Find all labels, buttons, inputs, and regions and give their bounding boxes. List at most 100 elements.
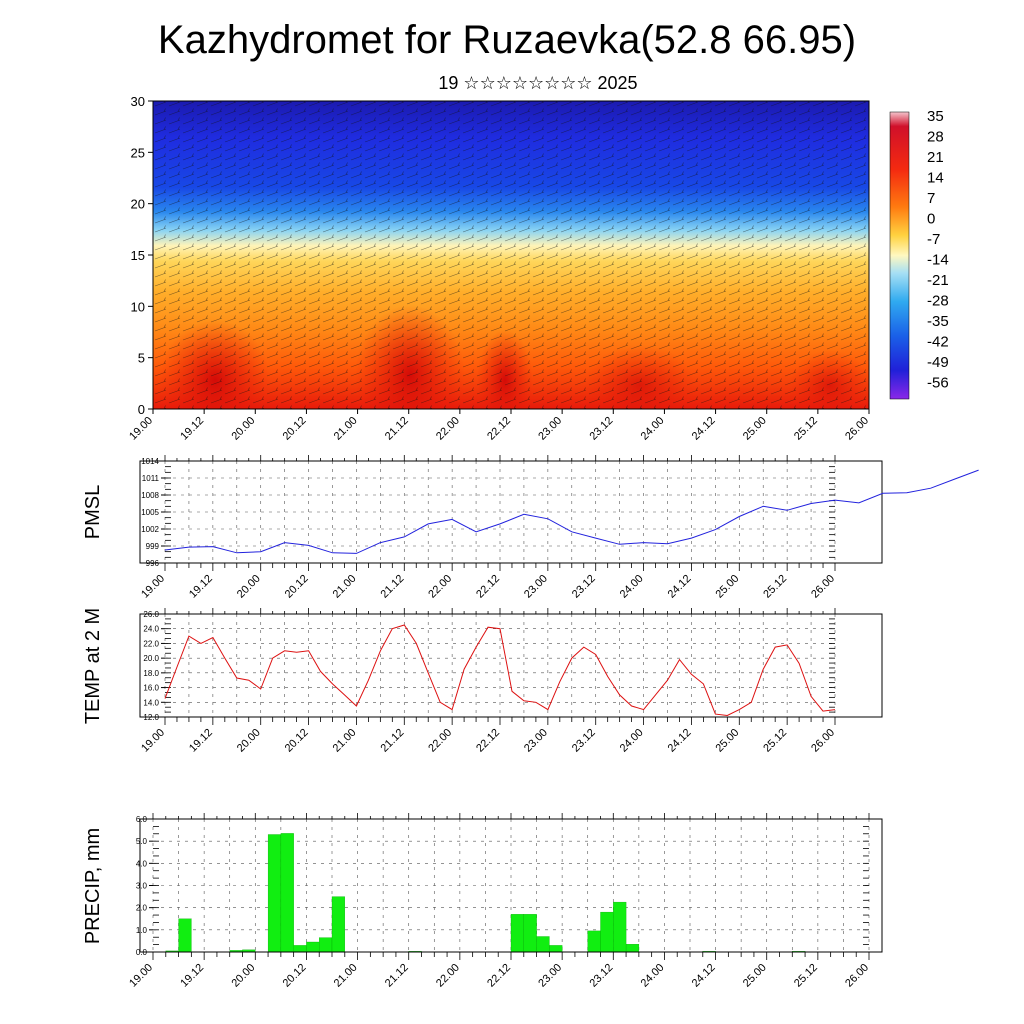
y-tick-label: 20.0 xyxy=(143,654,159,663)
x-tick-label: 22.00 xyxy=(434,415,462,443)
x-tick-label: 22.00 xyxy=(426,573,454,601)
x-tick-label: 21.12 xyxy=(378,573,406,601)
x-tick-label: 20.00 xyxy=(229,962,257,990)
temp-frame xyxy=(139,613,883,718)
temperature-section: 0 5 10 15 20 25 30 19.00 19.12 20.00 20.12 21.00 21… xyxy=(127,94,871,443)
x-tick-label: 20.00 xyxy=(235,727,263,755)
y-tick-label: 18.0 xyxy=(143,669,159,678)
x-tick-label: 24.12 xyxy=(690,962,718,990)
x-tick-label: 23.00 xyxy=(536,415,564,443)
x-tick-label: 22.00 xyxy=(426,727,454,755)
x-tick-label: 22.12 xyxy=(485,962,513,990)
temp-ylabel: TEMP at 2 M xyxy=(82,608,104,724)
y-tick-label: 5 xyxy=(138,351,145,366)
precip-bar xyxy=(293,945,307,953)
colorbar: 35 28 21 14 7 0 -7 -14 -21 -28 -35 -42 -49 -56 xyxy=(889,108,949,400)
y-tick-label: 1014 xyxy=(141,457,159,466)
precip-axes: 0.0 1.0 2.0 3.0 4.0 5.0 6.0 19.00 19.12 20.00 20.1… xyxy=(127,813,871,990)
x-tick-label: 19.00 xyxy=(139,727,167,755)
x-tick-label: 26.00 xyxy=(809,573,837,601)
pmsl-ylabel: PMSL xyxy=(82,485,104,539)
y-tick-label: 3.0 xyxy=(136,882,148,891)
colorbar-label: -21 xyxy=(927,272,949,289)
y-tick-label: 1002 xyxy=(141,525,159,534)
pmsl-frame xyxy=(139,460,883,564)
date-subtitle: 19 ☆☆☆☆☆☆☆☆ 2025 xyxy=(438,73,638,93)
x-tick-label: 20.12 xyxy=(283,727,311,755)
x-tick-label: 23.00 xyxy=(522,573,550,601)
x-tick-label: 24.00 xyxy=(639,962,667,990)
colorbar-label: -42 xyxy=(927,334,949,351)
precip-bar xyxy=(549,945,563,953)
colorbar-label: -7 xyxy=(927,231,940,248)
x-tick-label: 23.12 xyxy=(570,573,598,601)
y-tick-label: 16.0 xyxy=(143,684,159,693)
colorbar-label: 35 xyxy=(927,108,944,125)
y-tick-label: 20 xyxy=(131,197,145,212)
temp-panel: 12.0 14.0 16.0 18.0 20.0 22.0 24.0 26.0 19.00 19.… xyxy=(82,608,883,755)
x-tick-label: 23.12 xyxy=(570,727,598,755)
y-tick-label: 0.0 xyxy=(136,948,148,957)
precip-bar xyxy=(625,944,640,953)
x-tick-label: 26.00 xyxy=(843,962,871,990)
precip-bar xyxy=(280,833,294,953)
y-tick-label: 1005 xyxy=(141,508,159,517)
precip-bar xyxy=(319,937,333,953)
y-tick-label: 6.0 xyxy=(136,815,148,824)
y-tick-label: 0 xyxy=(138,402,145,417)
colorbar-label: -56 xyxy=(927,375,949,392)
x-tick-label: 22.12 xyxy=(474,573,502,601)
precip-bars xyxy=(165,833,806,953)
x-tick-label: 20.12 xyxy=(281,415,309,443)
x-tick-label: 25.00 xyxy=(741,962,769,990)
x-tick-label: 25.00 xyxy=(713,727,741,755)
x-tick-label: 19.00 xyxy=(139,573,167,601)
x-tick-label: 24.00 xyxy=(618,727,646,755)
y-tick-label: 996 xyxy=(146,559,160,568)
x-tick-label: 21.00 xyxy=(331,573,359,601)
x-tick-label: 19.12 xyxy=(187,573,215,601)
y-tick-label: 999 xyxy=(146,542,160,551)
x-tick-label: 19.12 xyxy=(178,415,206,443)
precip-bar xyxy=(600,911,614,953)
colorbar-label: 21 xyxy=(927,149,944,166)
section-y-axis: 0 5 10 15 20 25 30 xyxy=(131,94,153,417)
x-tick-label: 26.00 xyxy=(809,727,837,755)
x-tick-label: 22.12 xyxy=(485,415,513,443)
y-tick-label: 14.0 xyxy=(143,698,159,707)
pmsl-panel: 996 999 1002 1005 1008 1011 1014 19.00 19.12 20.0… xyxy=(82,455,979,601)
temp-line xyxy=(164,624,836,717)
x-tick-label: 24.12 xyxy=(666,727,694,755)
temp-axes: 12.0 14.0 16.0 18.0 20.0 22.0 24.0 26.0 19.00 19.… xyxy=(139,608,837,755)
y-tick-label: 24.0 xyxy=(143,625,159,634)
x-tick-label: 25.12 xyxy=(761,727,789,755)
y-tick-label: 22.0 xyxy=(143,639,159,648)
x-tick-label: 19.12 xyxy=(187,727,215,755)
page-title: Kazhydromet for Ruzaevka(52.8 66.95) xyxy=(157,18,857,62)
y-tick-label: 5.0 xyxy=(136,837,148,846)
colorbar-labels: 35 28 21 14 7 0 -7 -14 -21 -28 -35 -42 -49 -56 xyxy=(927,108,949,392)
precip-bar xyxy=(306,941,320,953)
y-tick-label: 26.0 xyxy=(143,610,159,619)
colorbar-label: 7 xyxy=(927,190,935,207)
x-tick-label: 21.00 xyxy=(332,962,360,990)
x-tick-label: 25.00 xyxy=(741,415,769,443)
x-tick-label: 22.00 xyxy=(434,962,462,990)
x-tick-label: 21.12 xyxy=(383,415,411,443)
colorbar-label: -35 xyxy=(927,313,949,330)
x-tick-label: 21.00 xyxy=(332,415,360,443)
y-tick-label: 1008 xyxy=(141,491,159,500)
y-tick-label: 12.0 xyxy=(143,713,159,722)
colorbar-label: 28 xyxy=(927,129,944,146)
y-tick-label: 10 xyxy=(131,299,145,314)
x-tick-label: 20.12 xyxy=(283,573,311,601)
y-tick-label: 15 xyxy=(131,248,145,263)
pmsl-grid xyxy=(164,460,836,564)
precip-bar xyxy=(587,930,601,953)
precip-bar xyxy=(536,936,550,953)
y-tick-label: 30 xyxy=(131,94,145,109)
precip-bar xyxy=(178,918,192,953)
x-tick-label: 24.12 xyxy=(690,415,718,443)
colorbar-label: -49 xyxy=(927,354,949,371)
